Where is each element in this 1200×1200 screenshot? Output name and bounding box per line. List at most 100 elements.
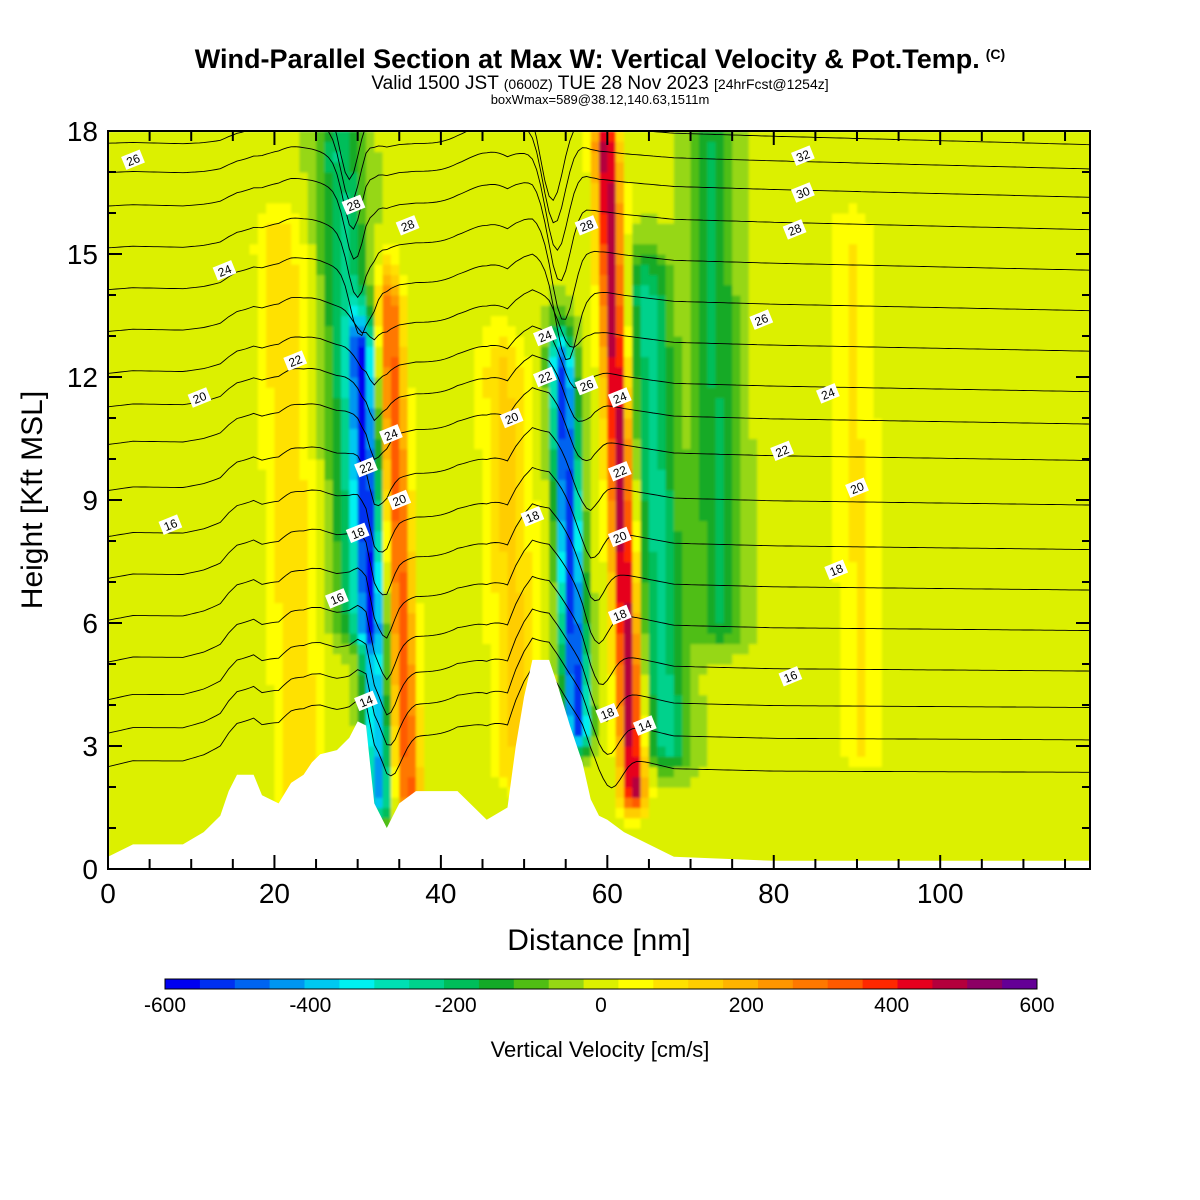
velocity-cell xyxy=(474,551,484,563)
velocity-cell xyxy=(124,674,134,686)
velocity-cell xyxy=(440,541,450,552)
velocity-cell xyxy=(415,182,425,194)
velocity-cell xyxy=(532,366,542,378)
velocity-cell xyxy=(557,448,567,460)
velocity-cell xyxy=(266,428,275,440)
velocity-cell xyxy=(232,366,242,378)
velocity-cell xyxy=(624,623,633,634)
velocity-cell xyxy=(540,151,550,163)
velocity-cell xyxy=(316,202,325,214)
velocity-cell xyxy=(374,735,384,747)
velocity-cell xyxy=(499,592,508,604)
velocity-cell xyxy=(291,571,300,583)
velocity-cell xyxy=(216,428,226,440)
velocity-cell xyxy=(574,623,583,634)
velocity-cell xyxy=(415,643,425,655)
velocity-cell xyxy=(390,551,400,563)
velocity-cell xyxy=(166,243,176,255)
velocity-cell xyxy=(224,213,234,224)
velocity-cell xyxy=(374,284,384,296)
velocity-cell xyxy=(424,520,434,532)
velocity-cell xyxy=(590,295,600,306)
velocity-cell xyxy=(382,336,392,347)
velocity-cell xyxy=(157,756,167,768)
velocity-cell xyxy=(524,653,533,665)
velocity-cell xyxy=(116,418,126,429)
velocity-cell xyxy=(191,725,201,737)
velocity-cell xyxy=(515,561,525,573)
velocity-cell xyxy=(257,254,267,265)
velocity-cell xyxy=(382,182,392,194)
velocity-cell xyxy=(532,254,542,265)
velocity-cell xyxy=(149,571,159,583)
velocity-cell xyxy=(640,141,650,153)
velocity-cell xyxy=(116,623,126,634)
velocity-cell xyxy=(299,500,309,511)
velocity-cell xyxy=(673,500,683,511)
velocity-cell xyxy=(224,274,234,286)
velocity-cell xyxy=(632,346,642,358)
velocity-cell xyxy=(682,705,692,716)
velocity-cell xyxy=(133,592,142,604)
velocity-cell xyxy=(424,438,434,450)
velocity-cell xyxy=(191,612,201,624)
velocity-cell xyxy=(257,776,267,788)
velocity-cell xyxy=(599,264,608,276)
velocity-cell xyxy=(332,284,342,296)
velocity-cell xyxy=(382,653,392,665)
velocity-cell xyxy=(432,633,442,645)
velocity-cell xyxy=(249,438,259,450)
velocity-cell xyxy=(424,766,434,778)
velocity-cell xyxy=(366,346,375,358)
velocity-cell xyxy=(432,233,442,245)
velocity-cell xyxy=(499,633,508,645)
velocity-cell xyxy=(157,223,167,235)
velocity-cell xyxy=(149,643,159,655)
velocity-cell xyxy=(199,284,209,296)
velocity-cell xyxy=(399,397,409,409)
velocity-cell xyxy=(532,623,542,634)
velocity-cell xyxy=(432,735,442,747)
velocity-cell xyxy=(607,797,617,809)
velocity-cell xyxy=(474,623,484,634)
velocity-cell xyxy=(499,623,508,634)
velocity-cell xyxy=(549,315,558,327)
velocity-cell xyxy=(366,561,375,573)
velocity-cell xyxy=(124,602,134,614)
velocity-cell xyxy=(166,500,176,511)
velocity-cell xyxy=(390,592,400,604)
velocity-cell xyxy=(157,418,167,429)
velocity-cell xyxy=(557,346,567,358)
velocity-cell xyxy=(382,254,392,265)
velocity-cell xyxy=(332,448,342,460)
velocity-cell xyxy=(499,428,508,440)
velocity-cell xyxy=(574,510,583,522)
velocity-cell xyxy=(149,715,159,727)
velocity-cell xyxy=(332,182,342,194)
velocity-cell xyxy=(266,284,275,296)
velocity-cell xyxy=(241,131,251,142)
velocity-cell xyxy=(199,705,209,716)
velocity-cell xyxy=(399,582,409,593)
velocity-cell xyxy=(490,797,500,809)
velocity-cell xyxy=(274,264,284,276)
velocity-cell xyxy=(207,172,217,183)
velocity-cell xyxy=(108,664,117,675)
velocity-cell xyxy=(307,141,317,153)
velocity-cell xyxy=(599,551,608,563)
velocity-cell xyxy=(549,213,558,224)
velocity-cell xyxy=(640,387,650,399)
velocity-cell xyxy=(149,407,159,419)
velocity-cell xyxy=(274,561,284,573)
velocity-cell xyxy=(440,459,450,470)
velocity-cell xyxy=(632,602,642,614)
velocity-cell xyxy=(149,469,159,481)
velocity-cell xyxy=(490,530,500,542)
velocity-cell xyxy=(257,571,267,583)
velocity-cell xyxy=(324,254,334,265)
velocity-cell xyxy=(390,694,400,706)
velocity-cell xyxy=(374,766,384,778)
velocity-cell xyxy=(224,448,234,460)
velocity-cell xyxy=(207,715,217,727)
velocity-cell xyxy=(482,797,492,809)
